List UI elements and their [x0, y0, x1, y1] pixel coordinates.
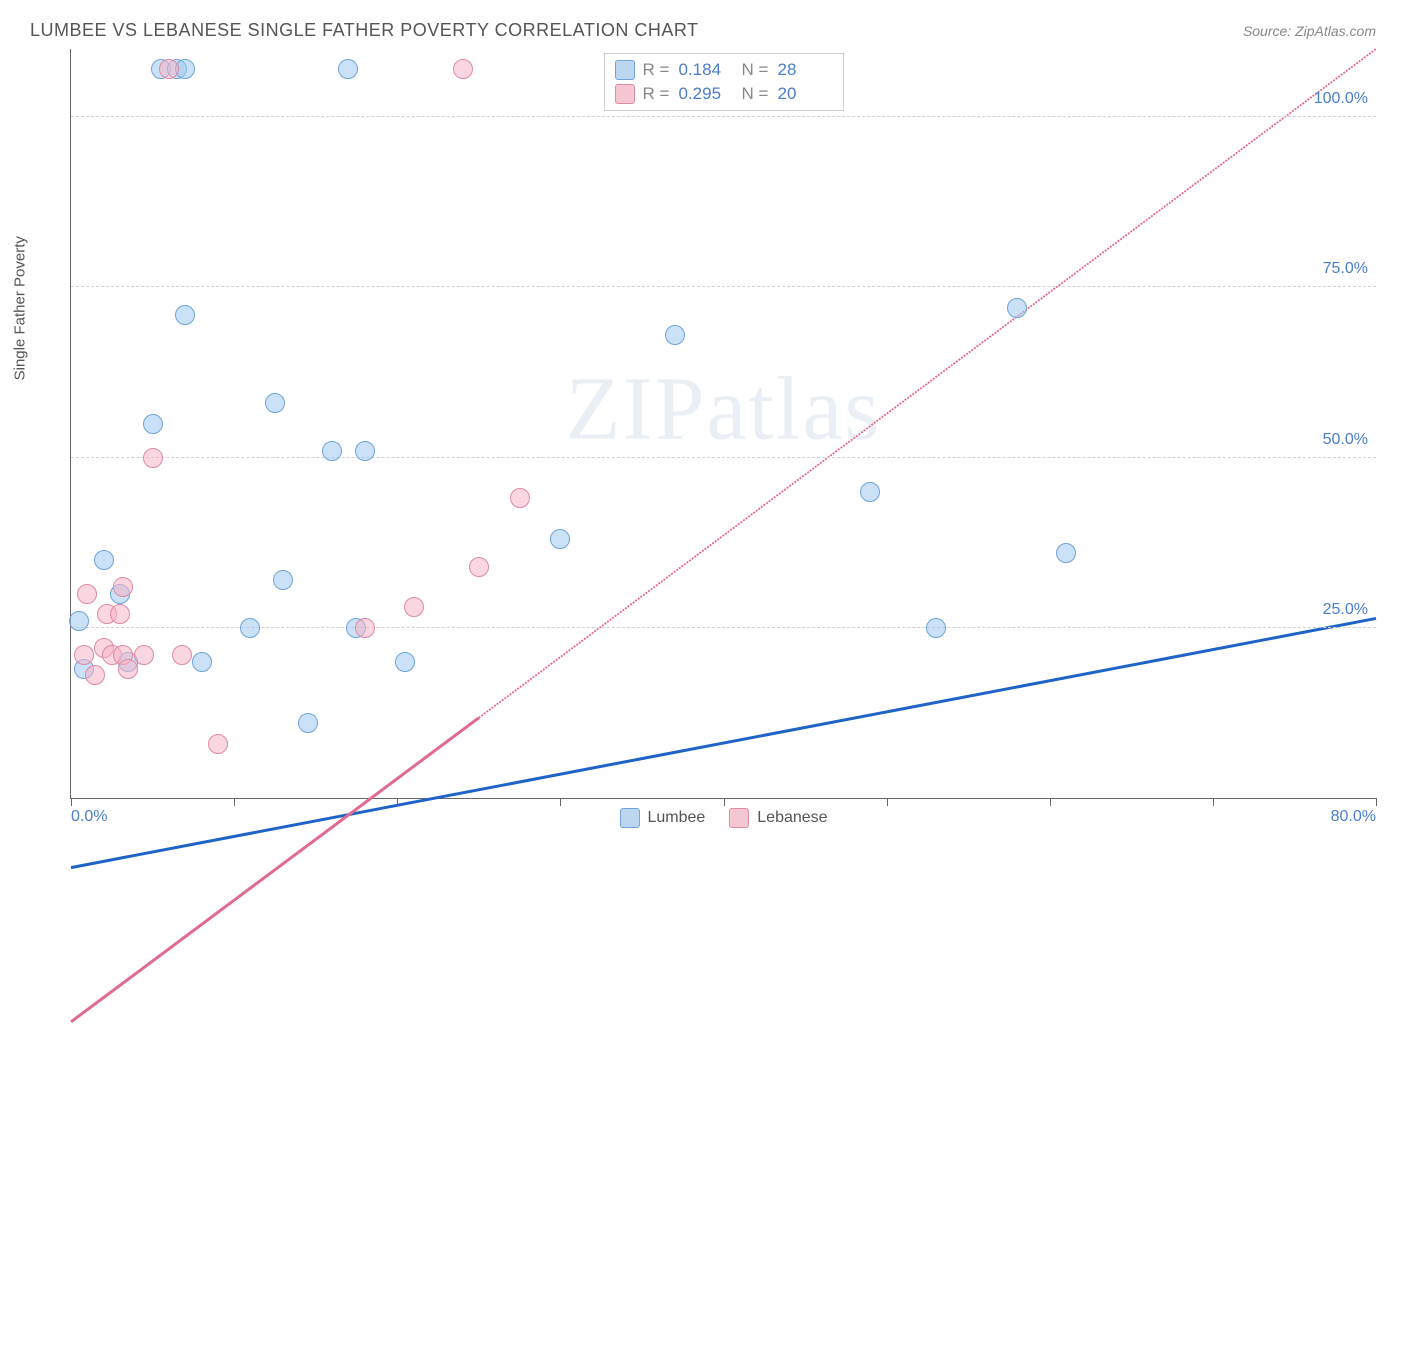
scatter-point [926, 618, 946, 638]
y-tick-label: 50.0% [1323, 431, 1368, 449]
x-tick-label: 0.0% [71, 808, 107, 826]
x-tick [887, 798, 888, 806]
scatter-point [192, 652, 212, 672]
legend-stats-row-0: R = 0.184 N = 28 [615, 58, 833, 82]
scatter-point [510, 488, 530, 508]
scatter-point [175, 305, 195, 325]
source-label: Source: ZipAtlas.com [1243, 23, 1376, 39]
x-tick-label: 80.0% [1331, 808, 1376, 826]
r-label: R = [643, 60, 671, 80]
scatter-point [273, 570, 293, 590]
scatter-point [265, 393, 285, 413]
legend-swatch-lebanese [729, 808, 749, 828]
r-label: R = [643, 84, 671, 104]
legend-swatch-lumbee [619, 808, 639, 828]
scatter-point [134, 645, 154, 665]
grid-line [71, 627, 1376, 628]
grid-line [71, 286, 1376, 287]
grid-line [71, 457, 1376, 458]
scatter-point [118, 659, 138, 679]
scatter-point [298, 713, 318, 733]
trend-lines-svg [71, 49, 1376, 1354]
r-value-1: 0.295 [679, 84, 734, 104]
chart-title: LUMBEE VS LEBANESE SINGLE FATHER POVERTY… [30, 20, 699, 41]
scatter-point [1007, 298, 1027, 318]
trend-line-solid [71, 718, 479, 1022]
legend-series: Lumbee Lebanese [619, 808, 827, 828]
n-label: N = [742, 84, 770, 104]
legend-label-lumbee: Lumbee [647, 809, 705, 827]
legend-item-lebanese: Lebanese [729, 808, 827, 828]
legend-swatch-lumbee [615, 60, 635, 80]
scatter-point [469, 557, 489, 577]
scatter-point [69, 611, 89, 631]
plot-outer: Single Father Poverty ZIPatlas R = 0.184… [30, 49, 1376, 839]
watermark-bold: ZIP [566, 359, 707, 458]
legend-stats-row-1: R = 0.295 N = 20 [615, 82, 833, 106]
x-tick [397, 798, 398, 806]
scatter-point [110, 604, 130, 624]
chart-header: LUMBEE VS LEBANESE SINGLE FATHER POVERTY… [30, 20, 1376, 41]
grid-line [71, 116, 1376, 117]
scatter-point [355, 441, 375, 461]
x-tick [560, 798, 561, 806]
scatter-point [113, 577, 133, 597]
n-label: N = [742, 60, 770, 80]
scatter-point [550, 529, 570, 549]
x-tick [724, 798, 725, 806]
watermark: ZIPatlas [566, 357, 882, 460]
y-tick-label: 100.0% [1314, 90, 1368, 108]
watermark-light: atlas [707, 359, 882, 458]
scatter-point [85, 665, 105, 685]
plot-area: ZIPatlas R = 0.184 N = 28 R = 0.295 N = … [70, 49, 1376, 799]
legend-label-lebanese: Lebanese [757, 809, 827, 827]
scatter-point [143, 414, 163, 434]
scatter-point [395, 652, 415, 672]
trend-line-dashed [479, 49, 1376, 718]
y-axis-label: Single Father Poverty [12, 236, 29, 380]
scatter-point [159, 59, 179, 79]
scatter-point [77, 584, 97, 604]
scatter-point [94, 550, 114, 570]
legend-stats: R = 0.184 N = 28 R = 0.295 N = 20 [604, 53, 844, 111]
x-tick [234, 798, 235, 806]
x-tick [1213, 798, 1214, 806]
x-tick [1376, 798, 1377, 806]
r-value-0: 0.184 [679, 60, 734, 80]
trend-line [71, 618, 1376, 867]
scatter-point [143, 448, 163, 468]
scatter-point [172, 645, 192, 665]
scatter-point [74, 645, 94, 665]
scatter-point [1056, 543, 1076, 563]
scatter-point [208, 734, 228, 754]
scatter-point [355, 618, 375, 638]
x-tick [71, 798, 72, 806]
y-tick-label: 25.0% [1323, 601, 1368, 619]
scatter-point [404, 597, 424, 617]
chart-container: LUMBEE VS LEBANESE SINGLE FATHER POVERTY… [0, 0, 1406, 892]
scatter-point [240, 618, 260, 638]
n-value-0: 28 [778, 60, 833, 80]
scatter-point [453, 59, 473, 79]
legend-item-lumbee: Lumbee [619, 808, 705, 828]
n-value-1: 20 [778, 84, 833, 104]
scatter-point [860, 482, 880, 502]
scatter-point [665, 325, 685, 345]
scatter-point [338, 59, 358, 79]
scatter-point [322, 441, 342, 461]
legend-swatch-lebanese [615, 84, 635, 104]
y-tick-label: 75.0% [1323, 260, 1368, 278]
x-tick [1050, 798, 1051, 806]
